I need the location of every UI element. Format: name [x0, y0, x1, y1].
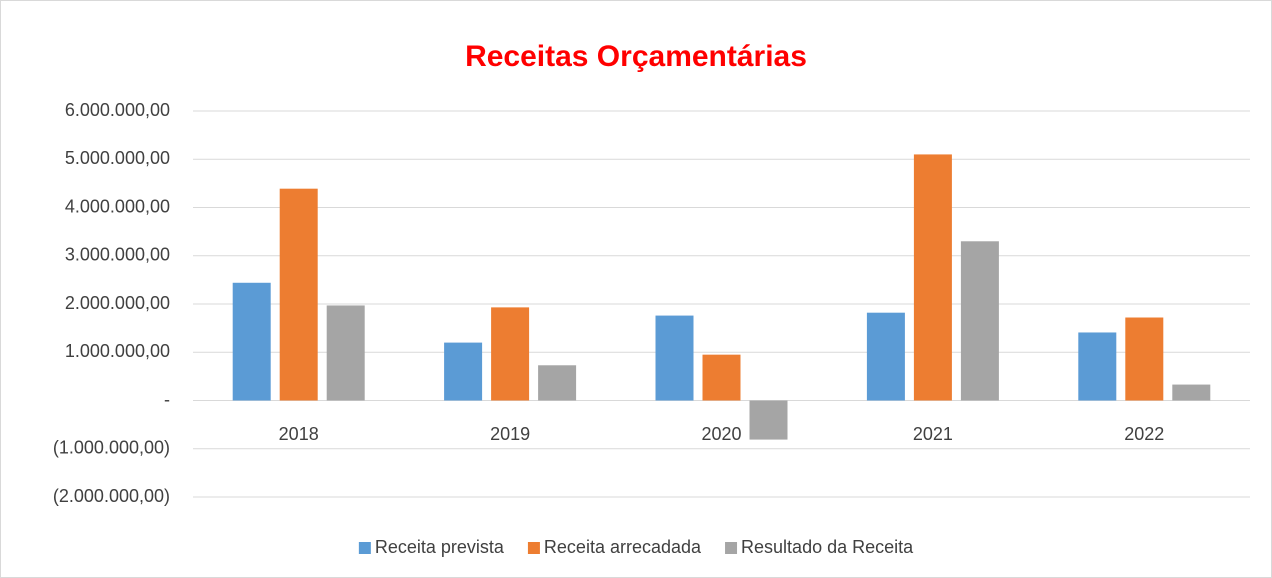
x-tick-label: 2018 [279, 424, 319, 444]
y-tick-label: 5.000.000,00 [65, 148, 170, 168]
bar [279, 188, 318, 401]
bar [913, 154, 952, 401]
bar [1125, 317, 1164, 401]
x-tick-label: 2021 [913, 424, 953, 444]
bar [655, 315, 694, 401]
bar [749, 400, 788, 440]
y-tick-label: 6.000.000,00 [65, 100, 170, 120]
bar [1078, 332, 1117, 401]
bar [326, 305, 365, 401]
y-tick-label: (1.000.000,00) [53, 438, 170, 458]
y-tick-label: 1.000.000,00 [65, 341, 170, 361]
y-tick-label: 2.000.000,00 [65, 293, 170, 313]
x-tick-label: 2022 [1124, 424, 1164, 444]
bar [232, 282, 271, 401]
bar [866, 312, 905, 401]
legend-swatch [725, 542, 738, 554]
x-tick-label: 2019 [490, 424, 530, 444]
legend-swatch [527, 542, 540, 554]
y-tick-label: (2.000.000,00) [53, 486, 170, 506]
bar [538, 365, 577, 401]
bar [491, 307, 530, 401]
x-tick-label: 2020 [701, 424, 741, 444]
bar [960, 241, 999, 401]
y-tick-label: 4.000.000,00 [65, 196, 170, 216]
bar [702, 354, 741, 401]
legend-label: Receita arrecadada [544, 537, 702, 557]
bar [444, 342, 483, 401]
y-tick-label: 3.000.000,00 [65, 245, 170, 265]
legend-swatch [358, 542, 371, 554]
y-tick-label: - [164, 389, 170, 409]
chart-title: Receitas Orçamentárias [465, 40, 807, 73]
legend-label: Receita prevista [375, 537, 505, 557]
legend-label: Resultado da Receita [741, 537, 914, 557]
bar [1172, 384, 1211, 401]
